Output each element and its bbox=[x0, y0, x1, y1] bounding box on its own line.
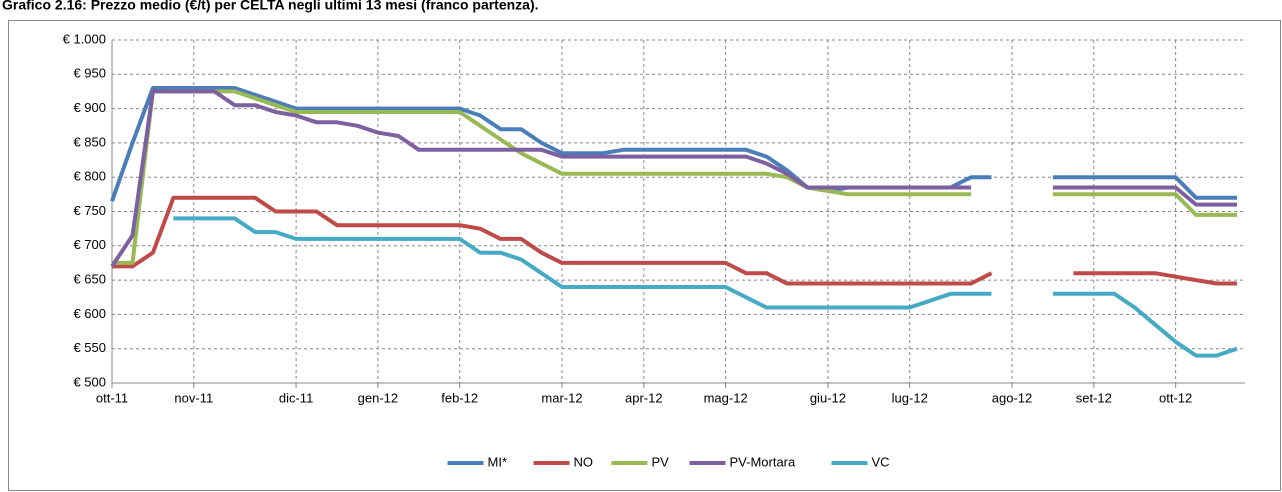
chart-title: Grafico 2.16: Prezzo medio (€/t) per CEL… bbox=[2, 0, 539, 13]
legend-label: MI* bbox=[488, 454, 508, 469]
chart-frame bbox=[8, 20, 1281, 491]
x-tick-label: set-12 bbox=[1076, 390, 1112, 405]
y-tick-label: € 650 bbox=[73, 272, 106, 287]
x-tick-label: ott-12 bbox=[1159, 390, 1192, 405]
legend-label: NO bbox=[574, 454, 594, 469]
y-tick-label: € 950 bbox=[73, 66, 106, 81]
y-tick-label: € 1.000 bbox=[63, 31, 106, 46]
series-line bbox=[112, 89, 1237, 265]
x-tick-label: ago-12 bbox=[992, 390, 1032, 405]
series-line bbox=[112, 195, 1237, 286]
y-tick-label: € 800 bbox=[73, 169, 106, 184]
legend-label: VC bbox=[872, 454, 890, 469]
y-tick-label: € 900 bbox=[73, 100, 106, 115]
x-tick-label: nov-11 bbox=[174, 390, 213, 405]
legend-label: PV-Mortara bbox=[730, 454, 797, 469]
x-tick-label: feb-12 bbox=[441, 390, 478, 405]
x-tick-label: ott-11 bbox=[96, 390, 128, 405]
y-tick-label: € 700 bbox=[73, 237, 106, 252]
series-line bbox=[110, 89, 1237, 268]
x-tick-label: giu-12 bbox=[810, 390, 846, 405]
y-tick-label: € 550 bbox=[73, 340, 106, 355]
x-tick-label: gen-12 bbox=[358, 390, 398, 405]
y-tick-label: € 850 bbox=[73, 134, 106, 149]
legend-label: PV bbox=[652, 454, 670, 469]
x-tick-label: lug-12 bbox=[892, 390, 928, 405]
series-line bbox=[173, 216, 1238, 358]
x-tick-label: apr-12 bbox=[625, 390, 663, 405]
x-tick-label: dic-11 bbox=[279, 390, 313, 405]
y-tick-label: € 750 bbox=[73, 203, 106, 218]
x-tick-label: mag-12 bbox=[704, 390, 748, 405]
x-tick-label: mar-12 bbox=[541, 390, 582, 405]
y-tick-label: € 500 bbox=[73, 374, 106, 389]
y-tick-label: € 600 bbox=[73, 306, 106, 321]
